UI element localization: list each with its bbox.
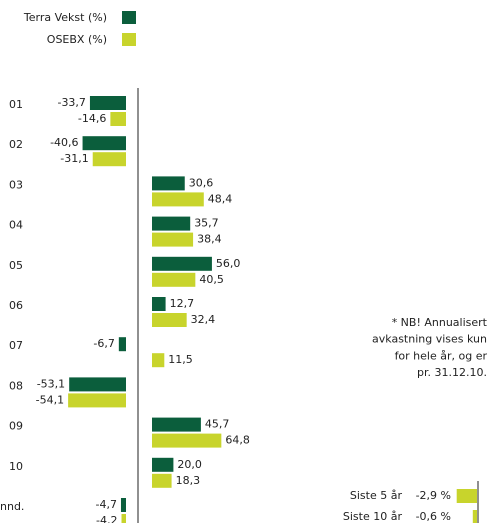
value-label: -14,6 (78, 112, 106, 125)
category-label: 07 (9, 339, 23, 352)
value-label: 30,6 (189, 176, 214, 189)
value-label: -4,7 (96, 498, 117, 511)
legend-swatch (122, 11, 136, 24)
annotation: avkastning vises kun (372, 333, 487, 346)
bar (152, 232, 194, 247)
value-label: -33,7 (57, 96, 85, 109)
annotation: for hele år, og er (395, 349, 488, 362)
bar (110, 112, 126, 126)
value-label: 48,4 (208, 192, 233, 205)
category-label: 04 (9, 219, 23, 232)
value-label: 56,0 (216, 257, 241, 270)
bar (152, 272, 196, 287)
bar (152, 417, 201, 432)
bar (456, 489, 477, 503)
value-label: -6,7 (93, 337, 114, 350)
category-label: 02 (9, 138, 23, 151)
bar (152, 433, 222, 448)
category-label: nnd. (0, 500, 24, 513)
bar (152, 297, 166, 311)
category-label: 08 (9, 379, 23, 392)
value-label: 40,5 (199, 273, 224, 286)
value-label: -2,9 % (416, 489, 451, 502)
bar (152, 176, 185, 191)
bar (89, 96, 126, 110)
legend-swatch (122, 33, 136, 46)
bar (152, 256, 212, 271)
bar (68, 393, 126, 408)
value-label: 11,5 (168, 353, 193, 366)
bar (472, 510, 477, 523)
bar (152, 192, 204, 207)
value-label: -40,6 (50, 136, 78, 149)
category-label: 03 (9, 178, 23, 191)
value-label: -4,2 (96, 514, 117, 523)
value-label: 64,8 (225, 434, 250, 447)
category-label: Siste 5 år (350, 489, 403, 502)
bar (120, 498, 126, 512)
value-label: 32,4 (191, 313, 216, 326)
category-label: 05 (9, 259, 23, 272)
legend-label: Terra Vekst (%) (23, 11, 107, 24)
value-label: 45,7 (205, 418, 230, 431)
bar (82, 136, 126, 151)
category-label: 01 (9, 98, 23, 111)
bar (152, 313, 187, 327)
value-label: -0,6 % (416, 510, 451, 523)
value-label: 35,7 (194, 217, 219, 230)
value-label: 20,0 (177, 458, 202, 471)
value-label: -54,1 (36, 393, 64, 406)
value-label: -53,1 (37, 377, 65, 390)
bar (69, 377, 126, 392)
category-label: 10 (9, 460, 23, 473)
bar (152, 353, 165, 368)
bar (121, 514, 126, 523)
bar (118, 337, 126, 352)
category-label: Siste 10 år (343, 510, 403, 523)
value-label: 18,3 (176, 474, 201, 487)
annotation: pr. 31.12.10. (417, 366, 487, 379)
value-label: -31,1 (60, 152, 88, 165)
category-label: 09 (9, 420, 23, 433)
annotation: * NB! Annualisert (392, 316, 488, 329)
value-label: 12,7 (170, 297, 195, 310)
value-label: 38,4 (197, 233, 222, 246)
legend-label: OSEBX (%) (47, 33, 107, 46)
category-label: 06 (9, 299, 23, 312)
bar (152, 216, 191, 231)
bar (152, 473, 172, 488)
bar (152, 457, 174, 472)
bar (92, 152, 126, 167)
